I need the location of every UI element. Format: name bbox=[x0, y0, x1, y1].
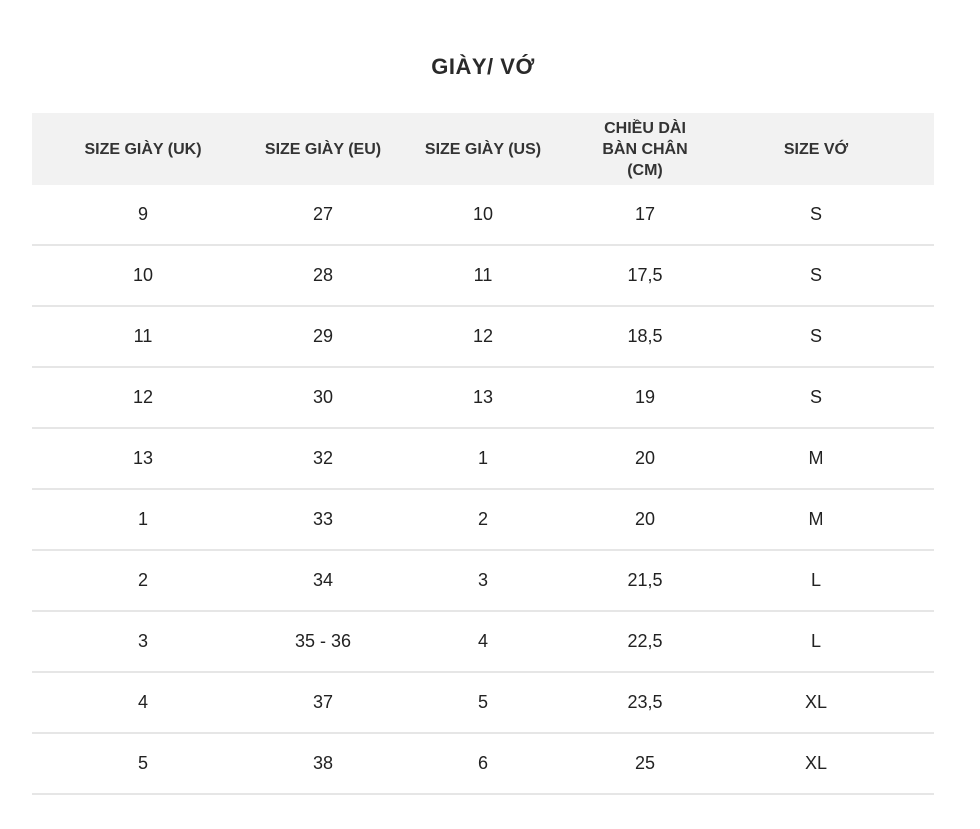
cell-foot-length: 20 bbox=[634, 448, 656, 468]
header-size-eu: SIZE GIÀY (EU) bbox=[264, 140, 382, 158]
table-row: 11 29 12 18,5 S bbox=[32, 307, 934, 368]
cell-size-eu: 34 bbox=[312, 570, 334, 590]
cell-size-uk: 9 bbox=[137, 204, 148, 224]
table-row: 4 37 5 23,5 XL bbox=[32, 673, 934, 734]
header-foot-length: CHIỀU DÀI BÀN CHÂN (CM) bbox=[602, 119, 688, 179]
table-row: 10 28 11 17,5 S bbox=[32, 246, 934, 307]
cell-sock-size: M bbox=[808, 448, 824, 468]
cell-size-uk: 12 bbox=[132, 387, 154, 407]
table-row: 9 27 10 17 S bbox=[32, 185, 934, 246]
cell-size-uk: 1 bbox=[137, 509, 148, 529]
cell-size-uk: 3 bbox=[137, 631, 148, 651]
cell-size-eu: 35 - 36 bbox=[294, 631, 352, 651]
cell-foot-length: 22,5 bbox=[627, 631, 663, 651]
cell-sock-size: S bbox=[809, 265, 822, 285]
cell-foot-length: 17 bbox=[634, 204, 656, 224]
table-row: 1 33 2 20 M bbox=[32, 490, 934, 551]
table-row: 5 38 6 25 XL bbox=[32, 734, 934, 795]
cell-foot-length: 23,5 bbox=[627, 692, 663, 712]
cell-size-eu: 29 bbox=[312, 326, 334, 346]
cell-foot-length: 20 bbox=[634, 509, 656, 529]
cell-foot-length: 25 bbox=[634, 753, 656, 773]
cell-size-uk: 4 bbox=[137, 692, 148, 712]
cell-sock-size: XL bbox=[804, 753, 828, 773]
table-row: 13 32 1 20 M bbox=[32, 429, 934, 490]
cell-sock-size: L bbox=[810, 570, 821, 590]
cell-size-eu: 32 bbox=[312, 448, 334, 468]
cell-size-us: 5 bbox=[477, 692, 488, 712]
cell-size-us: 13 bbox=[472, 387, 494, 407]
cell-size-us: 3 bbox=[477, 570, 488, 590]
cell-size-us: 6 bbox=[477, 753, 488, 773]
table-row: 3 35 - 36 4 22,5 L bbox=[32, 612, 934, 673]
cell-sock-size: S bbox=[809, 204, 822, 224]
table-row: 2 34 3 21,5 L bbox=[32, 551, 934, 612]
cell-size-uk: 13 bbox=[132, 448, 154, 468]
cell-size-us: 10 bbox=[472, 204, 494, 224]
header-size-uk: SIZE GIÀY (UK) bbox=[84, 140, 202, 158]
cell-size-uk: 10 bbox=[132, 265, 154, 285]
cell-size-us: 12 bbox=[472, 326, 494, 346]
cell-foot-length: 19 bbox=[634, 387, 656, 407]
header-sock-size: SIZE VỚ bbox=[783, 140, 849, 158]
cell-size-eu: 37 bbox=[312, 692, 334, 712]
cell-foot-length: 18,5 bbox=[627, 326, 663, 346]
cell-sock-size: S bbox=[809, 387, 822, 407]
cell-size-eu: 33 bbox=[312, 509, 334, 529]
cell-sock-size: L bbox=[810, 631, 821, 651]
cell-size-uk: 5 bbox=[137, 753, 148, 773]
cell-foot-length: 21,5 bbox=[627, 570, 663, 590]
size-chart-table: SIZE GIÀY (UK) SIZE GIÀY (EU) SIZE GIÀY … bbox=[32, 113, 934, 795]
cell-size-us: 11 bbox=[473, 265, 493, 285]
cell-sock-size: M bbox=[808, 509, 824, 529]
header-size-us: SIZE GIÀY (US) bbox=[424, 140, 542, 158]
table-header-row: SIZE GIÀY (UK) SIZE GIÀY (EU) SIZE GIÀY … bbox=[32, 113, 934, 185]
cell-size-uk: 2 bbox=[137, 570, 148, 590]
table-row: 12 30 13 19 S bbox=[32, 368, 934, 429]
cell-size-eu: 28 bbox=[312, 265, 334, 285]
cell-sock-size: S bbox=[809, 326, 822, 346]
cell-size-eu: 38 bbox=[312, 753, 334, 773]
page-title: GIÀY/ VỚ bbox=[431, 54, 535, 79]
cell-size-eu: 30 bbox=[312, 387, 334, 407]
cell-size-us: 2 bbox=[477, 509, 488, 529]
cell-size-uk: 11 bbox=[133, 326, 153, 346]
cell-foot-length: 17,5 bbox=[627, 265, 663, 285]
cell-size-us: 4 bbox=[477, 631, 488, 651]
cell-size-us: 1 bbox=[477, 448, 488, 468]
cell-sock-size: XL bbox=[804, 692, 828, 712]
cell-size-eu: 27 bbox=[312, 204, 334, 224]
